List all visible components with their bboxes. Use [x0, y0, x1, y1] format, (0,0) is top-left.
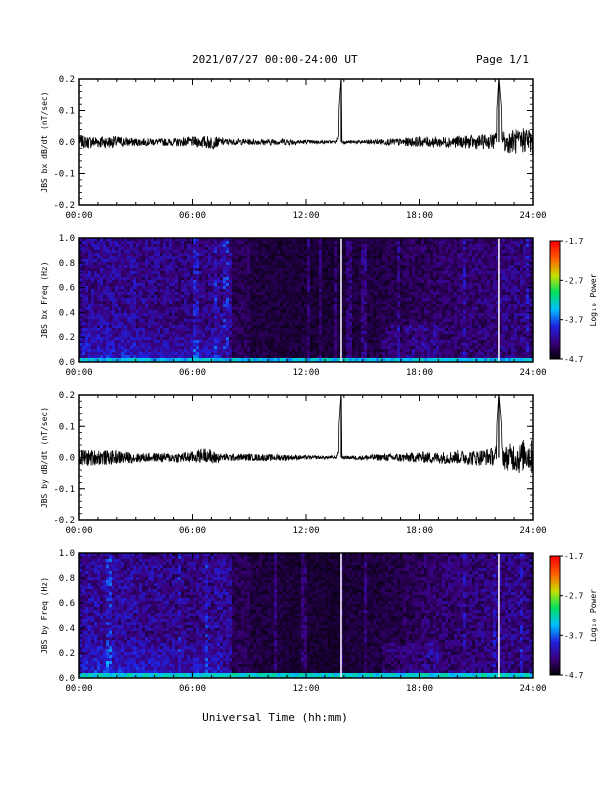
- y-tick-label: 1.0: [59, 234, 75, 244]
- x-axis-title: Universal Time (hh:mm): [202, 711, 348, 724]
- series-line: [78, 394, 534, 474]
- y-tick-label: 1.0: [59, 549, 75, 559]
- x-tick-label: 24:00: [519, 684, 546, 694]
- x-tick-label: 00:00: [65, 684, 92, 694]
- y-tick-label: -0.2: [53, 516, 75, 526]
- colorbar-tick-label: -1.7: [564, 552, 583, 561]
- y-tick-label: 0.6: [59, 599, 75, 609]
- panel-3: 00:00 06:00 12:00 18:00 24:00 0.2 0.1 0.0 -0.1 -0…: [40, 391, 547, 536]
- y-tick-label: 0.6: [59, 284, 75, 294]
- colorbar-tick-label: -3.7: [564, 631, 583, 640]
- x-tick-label: 12:00: [292, 684, 319, 694]
- y-tick-label: -0.1: [53, 485, 75, 495]
- y-tick-label: 0.8: [59, 259, 75, 269]
- y-tick-label: 0.2: [59, 649, 75, 659]
- x-tick-label: 00:00: [65, 211, 92, 221]
- colorbar-tick-label: -4.7: [564, 671, 583, 680]
- spectrogram: [79, 553, 533, 678]
- colorbar-label: Log₁₀ Power: [589, 589, 598, 642]
- y-axis-title: JBS bx Freq (Hz): [40, 261, 49, 338]
- y-tick-label: 0.1: [59, 107, 75, 117]
- colorbar-tick-label: -3.7: [564, 316, 583, 325]
- x-tick-label: 18:00: [406, 211, 433, 221]
- colorbar-label: Log₁₀ Power: [589, 273, 598, 326]
- y-tick-label: -0.1: [53, 170, 75, 180]
- panel-2: 00:00 06:00 12:00 18:00 24:00 1.0 0.8 0.6 0.4 0.2…: [40, 234, 598, 378]
- y-tick-label: 0.1: [59, 422, 75, 432]
- colorbar-tick-label: -2.7: [564, 276, 583, 285]
- panel-4: 00:00 06:00 12:00 18:00 24:00 1.0 0.8 0.6 0.4 0.2…: [40, 549, 598, 694]
- y-tick-label: 0.0: [59, 358, 75, 368]
- x-tick-label: 24:00: [519, 211, 546, 221]
- y-axis-title: JBS bx dB/dt (nT/sec): [40, 91, 49, 192]
- y-tick-label: 0.2: [59, 391, 75, 401]
- x-tick-label: 06:00: [179, 368, 206, 378]
- y-tick-label: 0.2: [59, 333, 75, 343]
- spectrogram: [79, 238, 533, 362]
- x-tick-label: 06:00: [179, 684, 206, 694]
- y-tick-label: 0.4: [59, 624, 75, 634]
- y-tick-label: 0.0: [59, 138, 75, 148]
- x-tick-label: 06:00: [179, 526, 206, 536]
- colorbar-tick-label: -4.7: [564, 355, 583, 364]
- colorbar: -1.7 -2.7 -3.7 -4.7 Log₁₀ Power: [549, 552, 598, 680]
- colorbar-frame: [549, 555, 561, 676]
- x-tick-label: 24:00: [519, 368, 546, 378]
- x-tick-label: 18:00: [406, 526, 433, 536]
- x-tick-label: 12:00: [292, 368, 319, 378]
- y-tick-label: 0.0: [59, 674, 75, 684]
- colorbar: -1.7 -2.7 -3.7 -4.7 Log₁₀ Power: [549, 237, 598, 364]
- plot-title: 2021/07/27 00:00-24:00 UT: [192, 53, 358, 66]
- y-tick-label: 0.2: [59, 75, 75, 85]
- y-tick-label: 0.0: [59, 454, 75, 464]
- colorbar-frame: [549, 240, 561, 360]
- y-tick-label: -0.2: [53, 201, 75, 211]
- x-tick-label: 12:00: [292, 211, 319, 221]
- page-number: Page 1/1: [476, 53, 529, 66]
- panel-1: 00:00 06:00 12:00 18:00 24:00 0.2 0.1 0.0 -0.1 -0…: [40, 75, 547, 221]
- x-tick-label: 18:00: [406, 684, 433, 694]
- x-tick-label: 06:00: [179, 211, 206, 221]
- colorbar-tick-label: -1.7: [564, 237, 583, 246]
- x-tick-label: 18:00: [406, 368, 433, 378]
- x-tick-label: 24:00: [519, 526, 546, 536]
- x-tick-label: 00:00: [65, 526, 92, 536]
- y-axis-title: JBS by Freq (Hz): [40, 577, 49, 654]
- x-tick-label: 12:00: [292, 526, 319, 536]
- colorbar-tick-label: -2.7: [564, 592, 583, 601]
- y-axis-title: JBS by dB/dt (nT/sec): [40, 407, 49, 508]
- x-tick-label: 00:00: [65, 368, 92, 378]
- y-tick-label: 0.8: [59, 574, 75, 584]
- series-line: [78, 78, 534, 155]
- y-tick-label: 0.4: [59, 308, 75, 318]
